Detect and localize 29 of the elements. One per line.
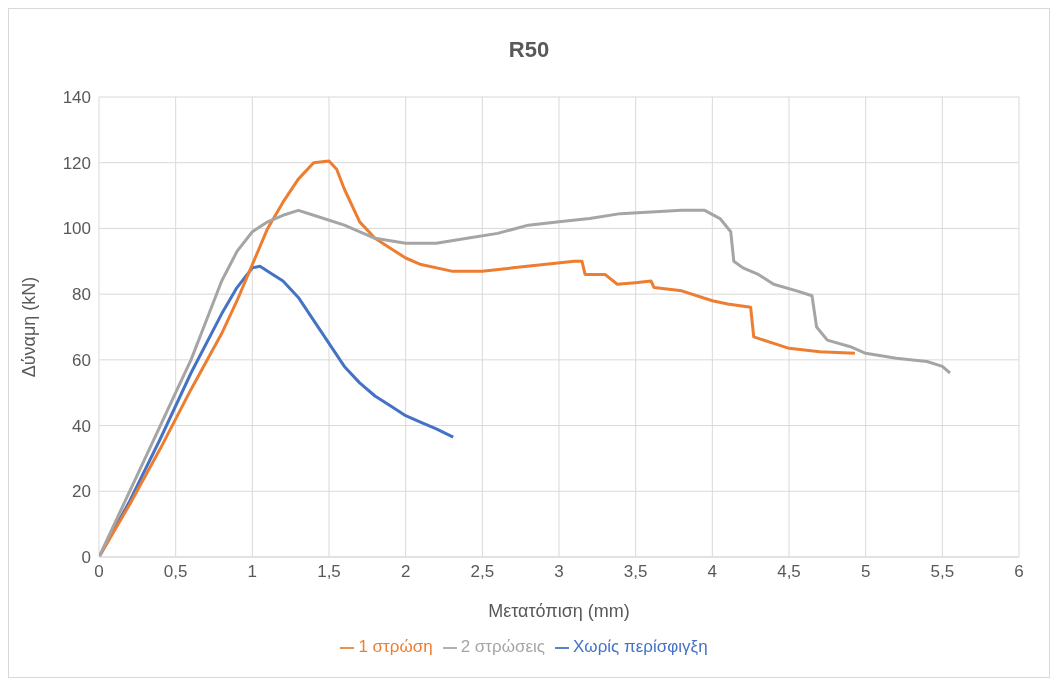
x-tick-label: 5 xyxy=(860,562,871,582)
x-tick-label: 0,5 xyxy=(163,562,188,582)
x-axis-title: Μετατόπιση (mm) xyxy=(488,601,630,621)
x-tick-label: 1,5 xyxy=(317,562,341,582)
y-tick-label: 40 xyxy=(72,416,91,436)
x-tick-label: 5,5 xyxy=(930,562,955,582)
x-tick-label: 3,5 xyxy=(623,562,648,582)
y-tick-label: 140 xyxy=(62,88,91,108)
legend-label: 2 στρώσεις xyxy=(460,637,546,656)
y-tick-label: 120 xyxy=(62,153,91,173)
chart-title: R50 xyxy=(507,36,551,64)
x-tick-label: 1 xyxy=(247,562,258,582)
x-tick-label: 4 xyxy=(707,562,718,582)
y-tick-label: 100 xyxy=(62,219,91,239)
y-tick-label: 60 xyxy=(72,350,91,370)
line-series xyxy=(99,159,857,557)
x-tick-label: 0 xyxy=(94,562,104,582)
x-tick-label: 6 xyxy=(1014,562,1024,582)
x-tick-label: 4,5 xyxy=(777,562,801,582)
line-series xyxy=(99,208,952,557)
y-tick-label: 20 xyxy=(72,482,91,502)
x-tick-label: 3 xyxy=(554,562,564,582)
legend-label: 1 στρώση xyxy=(358,637,433,656)
y-axis-title: Δύναμη (kN) xyxy=(19,276,40,378)
y-tick-label: 80 xyxy=(72,285,91,305)
x-tick-label: 2 xyxy=(400,562,411,582)
legend-label: Χωρίς περίσφιγξη xyxy=(573,637,708,656)
y-tick-label: 0 xyxy=(81,548,91,568)
x-tick-label: 2,5 xyxy=(470,562,495,582)
